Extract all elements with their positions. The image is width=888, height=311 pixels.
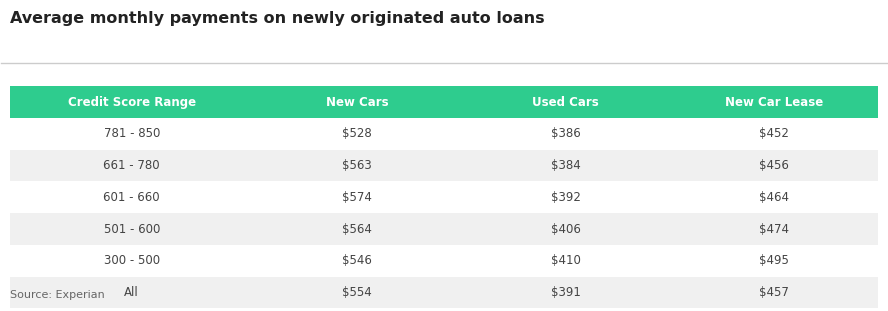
Text: All: All <box>124 286 139 299</box>
Text: 501 - 600: 501 - 600 <box>104 222 160 235</box>
FancyBboxPatch shape <box>11 245 877 276</box>
Text: $563: $563 <box>343 159 372 172</box>
FancyBboxPatch shape <box>670 86 877 118</box>
Text: 781 - 850: 781 - 850 <box>104 127 160 140</box>
Text: $406: $406 <box>551 222 581 235</box>
Text: $546: $546 <box>342 254 372 267</box>
Text: 661 - 780: 661 - 780 <box>103 159 160 172</box>
Text: $574: $574 <box>342 191 372 204</box>
Text: $528: $528 <box>343 127 372 140</box>
Text: $456: $456 <box>758 159 789 172</box>
Text: Credit Score Range: Credit Score Range <box>67 95 195 109</box>
FancyBboxPatch shape <box>11 213 877 245</box>
Text: New Car Lease: New Car Lease <box>725 95 823 109</box>
Text: $392: $392 <box>551 191 581 204</box>
Text: $495: $495 <box>758 254 789 267</box>
Text: $386: $386 <box>551 127 581 140</box>
Text: $452: $452 <box>758 127 789 140</box>
FancyBboxPatch shape <box>253 86 462 118</box>
Text: $564: $564 <box>342 222 372 235</box>
FancyBboxPatch shape <box>11 181 877 213</box>
Text: $554: $554 <box>343 286 372 299</box>
Text: $384: $384 <box>551 159 581 172</box>
Text: $464: $464 <box>758 191 789 204</box>
FancyBboxPatch shape <box>462 86 670 118</box>
FancyBboxPatch shape <box>11 150 877 181</box>
Text: Used Cars: Used Cars <box>532 95 599 109</box>
Text: 300 - 500: 300 - 500 <box>104 254 160 267</box>
FancyBboxPatch shape <box>11 86 253 118</box>
Text: Average monthly payments on newly originated auto loans: Average monthly payments on newly origin… <box>11 11 545 26</box>
FancyBboxPatch shape <box>11 276 877 309</box>
Text: Source: Experian: Source: Experian <box>11 290 105 300</box>
Text: New Cars: New Cars <box>326 95 389 109</box>
Text: $410: $410 <box>551 254 581 267</box>
Text: $391: $391 <box>551 286 581 299</box>
Text: $457: $457 <box>758 286 789 299</box>
FancyBboxPatch shape <box>11 118 877 150</box>
Text: $474: $474 <box>758 222 789 235</box>
Text: 601 - 660: 601 - 660 <box>103 191 160 204</box>
